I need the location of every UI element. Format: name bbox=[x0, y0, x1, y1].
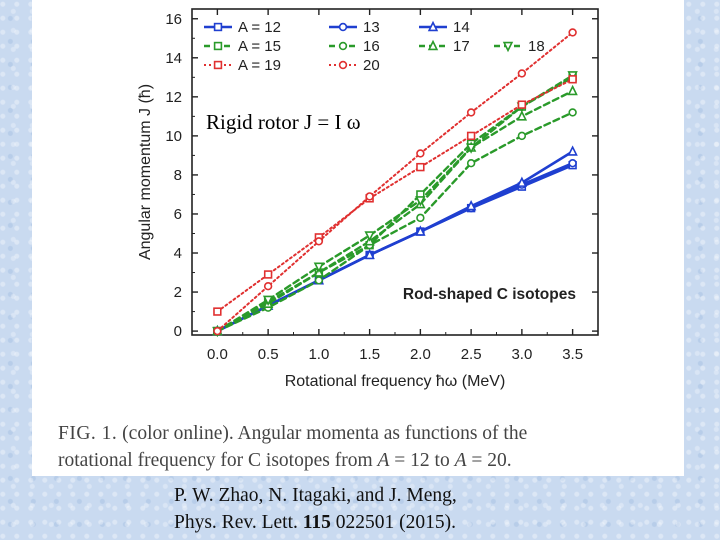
legend-marker bbox=[213, 22, 223, 32]
series-6-point bbox=[465, 143, 477, 154]
series-8-point bbox=[263, 281, 273, 291]
x-tick-label: 3.0 bbox=[511, 346, 532, 363]
x-tick-label: 1.5 bbox=[359, 346, 380, 363]
caption-a-symbol-2: A bbox=[454, 450, 467, 471]
citation-line-2: Phys. Rev. Lett. 115 022501 (2015). bbox=[174, 509, 457, 536]
series-8-point bbox=[416, 149, 425, 158]
x-tick-label: 0.5 bbox=[258, 346, 279, 363]
caption-line-1: FIG. 1. (color online). Angular momenta … bbox=[58, 420, 680, 447]
legend-label: 14 bbox=[453, 19, 470, 36]
series-6-point bbox=[415, 196, 426, 207]
caption-line1-text: (color online). Angular momenta as funct… bbox=[117, 423, 528, 444]
series-7-point bbox=[213, 307, 222, 316]
x-tick-label: 2.5 bbox=[461, 346, 482, 363]
y-tick-label: 6 bbox=[174, 206, 182, 223]
series-8-point bbox=[466, 108, 476, 117]
y-tick-label: 14 bbox=[165, 50, 182, 67]
caption-line-2: rotational frequency for C isotopes from… bbox=[58, 447, 680, 474]
series-6-point bbox=[364, 231, 375, 242]
legend-marker bbox=[427, 39, 439, 51]
chart: 0.0 0.5 1.0 1.5 2.0 2.5 3.0 3.5 0 2 4 6 8 10 12 14 16 Rot… bbox=[137, 8, 599, 390]
inner-label: Rod-shaped C isotopes bbox=[403, 286, 576, 303]
series-8-line bbox=[216, 31, 574, 333]
legend-label: 20 bbox=[363, 57, 380, 74]
series-2-point bbox=[567, 145, 578, 156]
legend-label: A = 15 bbox=[238, 38, 281, 55]
y-tick-label: 4 bbox=[174, 245, 182, 262]
series-2-point bbox=[516, 176, 528, 187]
series-2-line bbox=[216, 150, 574, 333]
legend-marker bbox=[338, 22, 348, 32]
series-6-line bbox=[216, 74, 574, 333]
series-5-line bbox=[216, 89, 574, 333]
citation: P. W. Zhao, N. Itagaki, and J. Meng, Phy… bbox=[174, 482, 457, 536]
series-4-point bbox=[517, 131, 527, 141]
y-tick-label: 2 bbox=[174, 284, 182, 301]
x-tick-label: 2.0 bbox=[410, 346, 431, 363]
series-8-point bbox=[568, 28, 577, 37]
legend-marker bbox=[213, 41, 223, 51]
series-4-point bbox=[416, 213, 425, 223]
x-axis-label: Rotational frequency ħω (MeV) bbox=[285, 373, 506, 390]
legend-label: A = 12 bbox=[238, 19, 281, 36]
series-2-point bbox=[465, 199, 477, 211]
y-tick-label: 12 bbox=[165, 89, 182, 106]
series-5-point bbox=[516, 110, 528, 121]
x-tick-label: 0.0 bbox=[207, 346, 228, 363]
caption-line2-end: = 20. bbox=[466, 450, 512, 471]
citation-journal: Phys. Rev. Lett. bbox=[174, 512, 303, 533]
legend-label: 18 bbox=[528, 38, 545, 55]
citation-volume: 115 bbox=[302, 512, 331, 533]
y-tick-label: 8 bbox=[174, 167, 182, 184]
series-2-point bbox=[415, 225, 426, 236]
series-6-point bbox=[313, 262, 325, 273]
x-tick-label: 3.5 bbox=[562, 346, 583, 363]
legend-marker bbox=[338, 41, 348, 51]
series-1-point bbox=[568, 159, 577, 168]
series-4-point bbox=[466, 159, 476, 168]
series-4-line bbox=[216, 111, 574, 333]
series-7-line bbox=[216, 78, 574, 313]
citation-pages-year: 022501 (2015). bbox=[330, 512, 457, 533]
legend-label: 13 bbox=[363, 19, 380, 36]
y-tick-label: 10 bbox=[165, 128, 182, 145]
series-5-point bbox=[567, 84, 578, 96]
x-tick-label: 1.0 bbox=[308, 346, 329, 363]
series-8-point bbox=[314, 237, 324, 246]
series-4-point bbox=[568, 108, 577, 117]
series-7-point bbox=[466, 131, 476, 141]
y-axis-label: Angular momentum J (ħ) bbox=[137, 84, 154, 260]
caption-line2-mid: = 12 to bbox=[389, 450, 455, 471]
caption-a-symbol-1: A bbox=[377, 450, 390, 471]
series-8-point bbox=[365, 192, 374, 201]
series-6-point bbox=[262, 295, 274, 307]
y-tick-label: 16 bbox=[165, 11, 182, 28]
citation-line-1: P. W. Zhao, N. Itagaki, and J. Meng, bbox=[174, 485, 457, 506]
figure-card: 0.0 0.5 1.0 1.5 2.0 2.5 3.0 3.5 0 2 4 6 8 10 12 14 16 Rot… bbox=[32, 0, 684, 476]
caption-fig-label: FIG. 1. bbox=[58, 423, 118, 444]
legend-marker bbox=[427, 20, 439, 32]
series-7-point bbox=[517, 100, 527, 109]
series-7-point bbox=[263, 270, 273, 279]
series-8-point bbox=[517, 69, 527, 78]
series-8-point bbox=[213, 326, 222, 336]
legend-marker bbox=[502, 41, 514, 53]
caption-line2-start: rotational frequency for C isotopes from bbox=[58, 450, 378, 471]
rigid-rotor-annotation: Rigid rotor J = I ω bbox=[206, 110, 361, 134]
series-7-point bbox=[568, 75, 577, 84]
series-2-point bbox=[364, 248, 375, 260]
legend-label: 17 bbox=[453, 38, 470, 55]
series-7-point bbox=[416, 162, 425, 172]
legend-label: A = 19 bbox=[238, 57, 281, 74]
series-4-point bbox=[314, 276, 324, 285]
figure-caption: FIG. 1. (color online). Angular momenta … bbox=[58, 420, 680, 474]
legend-marker bbox=[213, 60, 223, 70]
legend-marker bbox=[338, 60, 348, 70]
y-tick-label: 0 bbox=[174, 323, 182, 340]
legend-label: 16 bbox=[363, 38, 380, 55]
